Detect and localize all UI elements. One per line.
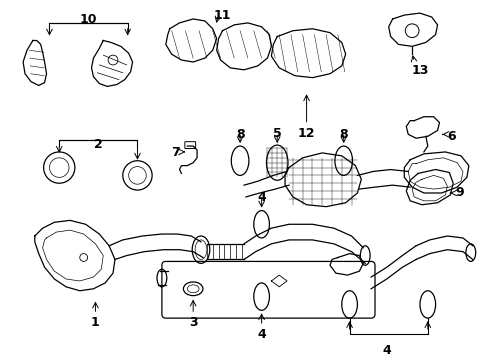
Text: 13: 13 xyxy=(410,64,428,77)
Text: 4: 4 xyxy=(257,328,265,341)
Text: 8: 8 xyxy=(235,129,244,141)
Text: 9: 9 xyxy=(454,186,463,199)
Text: 5: 5 xyxy=(272,126,281,140)
Text: 10: 10 xyxy=(80,13,97,26)
Text: 1: 1 xyxy=(91,316,100,329)
Text: 8: 8 xyxy=(339,129,347,141)
Text: 3: 3 xyxy=(188,316,197,329)
Text: 2: 2 xyxy=(94,138,102,151)
Text: 12: 12 xyxy=(297,126,315,140)
Text: 4: 4 xyxy=(257,191,265,204)
Text: 7: 7 xyxy=(170,147,179,159)
Text: 6: 6 xyxy=(447,130,455,143)
Text: 11: 11 xyxy=(213,9,231,22)
Text: 4: 4 xyxy=(382,343,390,356)
